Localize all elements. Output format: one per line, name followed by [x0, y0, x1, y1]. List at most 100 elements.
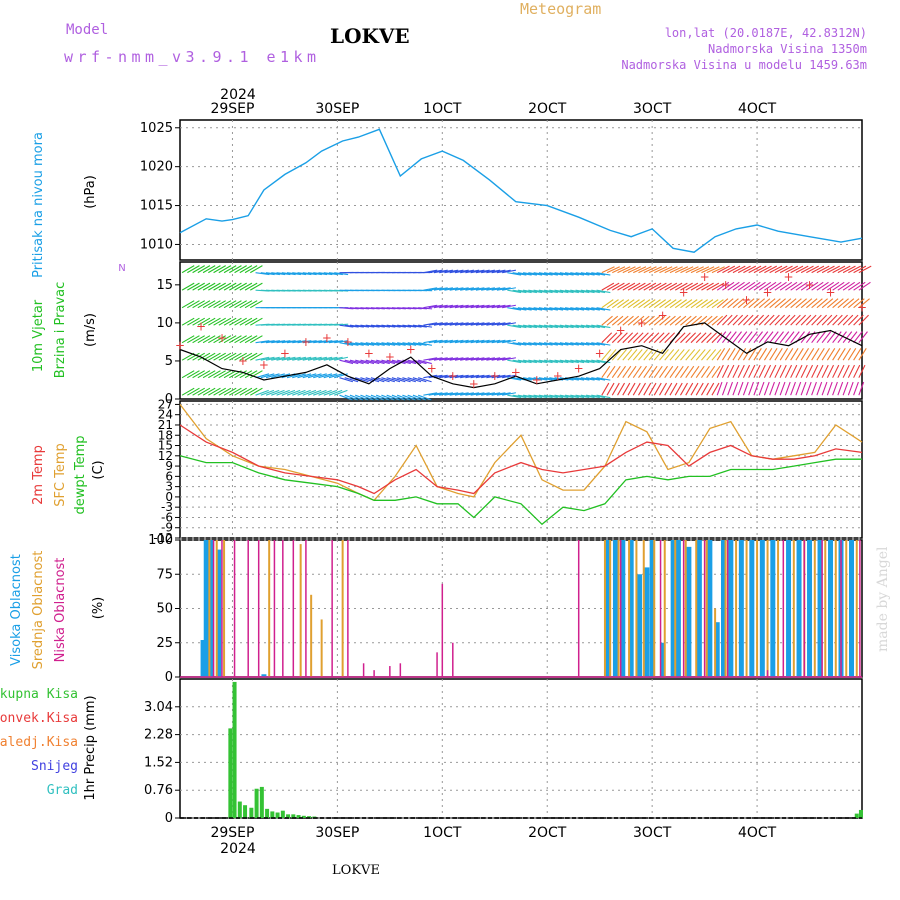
wind-arrow — [454, 357, 469, 361]
wind-arrow — [564, 394, 579, 399]
wind-arrow — [648, 365, 658, 379]
wind-arrow — [486, 374, 501, 379]
wind-arrow — [208, 317, 221, 326]
wind-arrow — [260, 356, 275, 361]
wind-arrow — [449, 392, 464, 396]
wind-arrow — [643, 332, 655, 344]
wind-arrow — [202, 265, 216, 274]
wind-arrow — [585, 324, 600, 329]
wind-arrow — [470, 392, 485, 396]
wind-arrow — [370, 359, 385, 365]
wind-arrow — [763, 331, 774, 344]
wind-arrow — [181, 282, 195, 291]
mid-cloud-bar — [628, 540, 631, 677]
wind-arrow — [418, 359, 432, 365]
wind-arrow — [748, 281, 761, 291]
wind-arrow — [680, 315, 692, 326]
wind-arrow — [570, 272, 585, 276]
wind-arrow — [716, 265, 730, 274]
top-date-label: 4OCT — [738, 101, 777, 117]
wind-arrow — [533, 359, 548, 364]
wind-unit: (m/s) — [83, 313, 98, 347]
wind-arrow — [758, 314, 770, 326]
wind-arrow — [680, 332, 691, 344]
wind-arrow — [407, 394, 422, 401]
top-year: 2024 — [220, 87, 256, 103]
top-date-label: 3OCT — [633, 101, 672, 117]
wind-arrow — [664, 299, 677, 309]
wind-arrow — [475, 304, 490, 309]
wind-arrow — [512, 272, 527, 276]
wind-arrow — [853, 281, 866, 291]
wind-arrow — [533, 394, 548, 399]
cloud-tick-label: 75 — [156, 567, 173, 582]
wind-arrow — [491, 287, 506, 291]
wind-arrow — [779, 331, 790, 344]
wind-arrow — [344, 359, 359, 365]
wind-arrow — [753, 281, 766, 291]
mid-cloud-bar — [642, 540, 645, 677]
wind-arrow — [460, 269, 475, 274]
wind-arrow — [659, 315, 671, 326]
wind-arrow — [549, 324, 564, 329]
wind-arrow — [244, 370, 258, 379]
wind-arrow — [790, 298, 802, 309]
cloud-unit: (%) — [91, 597, 106, 620]
wind-arrow — [470, 339, 485, 344]
wind-arrow — [433, 287, 448, 291]
wind-arrow — [496, 339, 511, 344]
wind-arrow — [192, 265, 205, 274]
wind-arrow — [748, 314, 759, 326]
wind-gust-marker: + — [490, 369, 500, 383]
wind-arrow — [784, 348, 794, 361]
low-cloud-bar — [726, 540, 729, 677]
low-cloud-bar — [577, 540, 580, 677]
wind-arrow — [481, 339, 496, 344]
wind-arrow — [229, 265, 242, 274]
wind-arrow — [234, 352, 247, 361]
precip-bar — [280, 810, 285, 818]
wind-arrow — [265, 340, 280, 344]
wind-arrow — [711, 349, 722, 361]
cloud-tick-label: 25 — [156, 636, 173, 651]
wind-arrow — [549, 272, 564, 276]
wind-arrow — [653, 365, 663, 379]
low-cloud-bar — [292, 540, 295, 677]
wind-arrow — [454, 339, 469, 344]
wind-arrow — [187, 352, 200, 361]
wind-arrow — [323, 356, 338, 361]
wind-arrow — [821, 281, 835, 291]
wind-arrow — [643, 282, 657, 291]
wind-arrow — [690, 365, 700, 379]
wind-arrow — [486, 304, 501, 309]
wind-arrow — [402, 324, 417, 328]
wind-arrow — [837, 381, 844, 396]
wind-arrow — [606, 349, 617, 361]
wind-arrow — [826, 381, 833, 396]
high-cloud-bar — [707, 540, 713, 677]
wind-arrow — [790, 281, 803, 291]
cloud-tick-label: 0 — [165, 670, 173, 685]
wind-arrow — [218, 282, 232, 291]
wind-arrow — [785, 298, 797, 309]
wind-arrow — [355, 342, 370, 346]
wind-arrow — [486, 322, 501, 326]
wind-arrow — [276, 272, 291, 276]
wind-arrow — [554, 394, 569, 399]
wind-arrow — [648, 282, 662, 291]
wind-arrow — [837, 331, 847, 344]
wind-arrow — [779, 298, 792, 309]
high-cloud-bar — [770, 540, 776, 677]
wind-arrow — [695, 332, 707, 344]
wind-arrow — [439, 269, 454, 274]
wind-arrow — [507, 324, 522, 329]
wind-arrow — [669, 365, 679, 379]
wind-arrow — [790, 314, 801, 326]
wind-arrow — [653, 282, 667, 291]
wind-arrow — [758, 364, 766, 378]
mid-cloud-bar — [813, 540, 816, 677]
wind-arrow — [349, 394, 364, 401]
wind-arrow — [785, 281, 798, 291]
temp-title-2m: 2m Temp — [31, 445, 46, 505]
wind-arrow — [596, 272, 611, 276]
